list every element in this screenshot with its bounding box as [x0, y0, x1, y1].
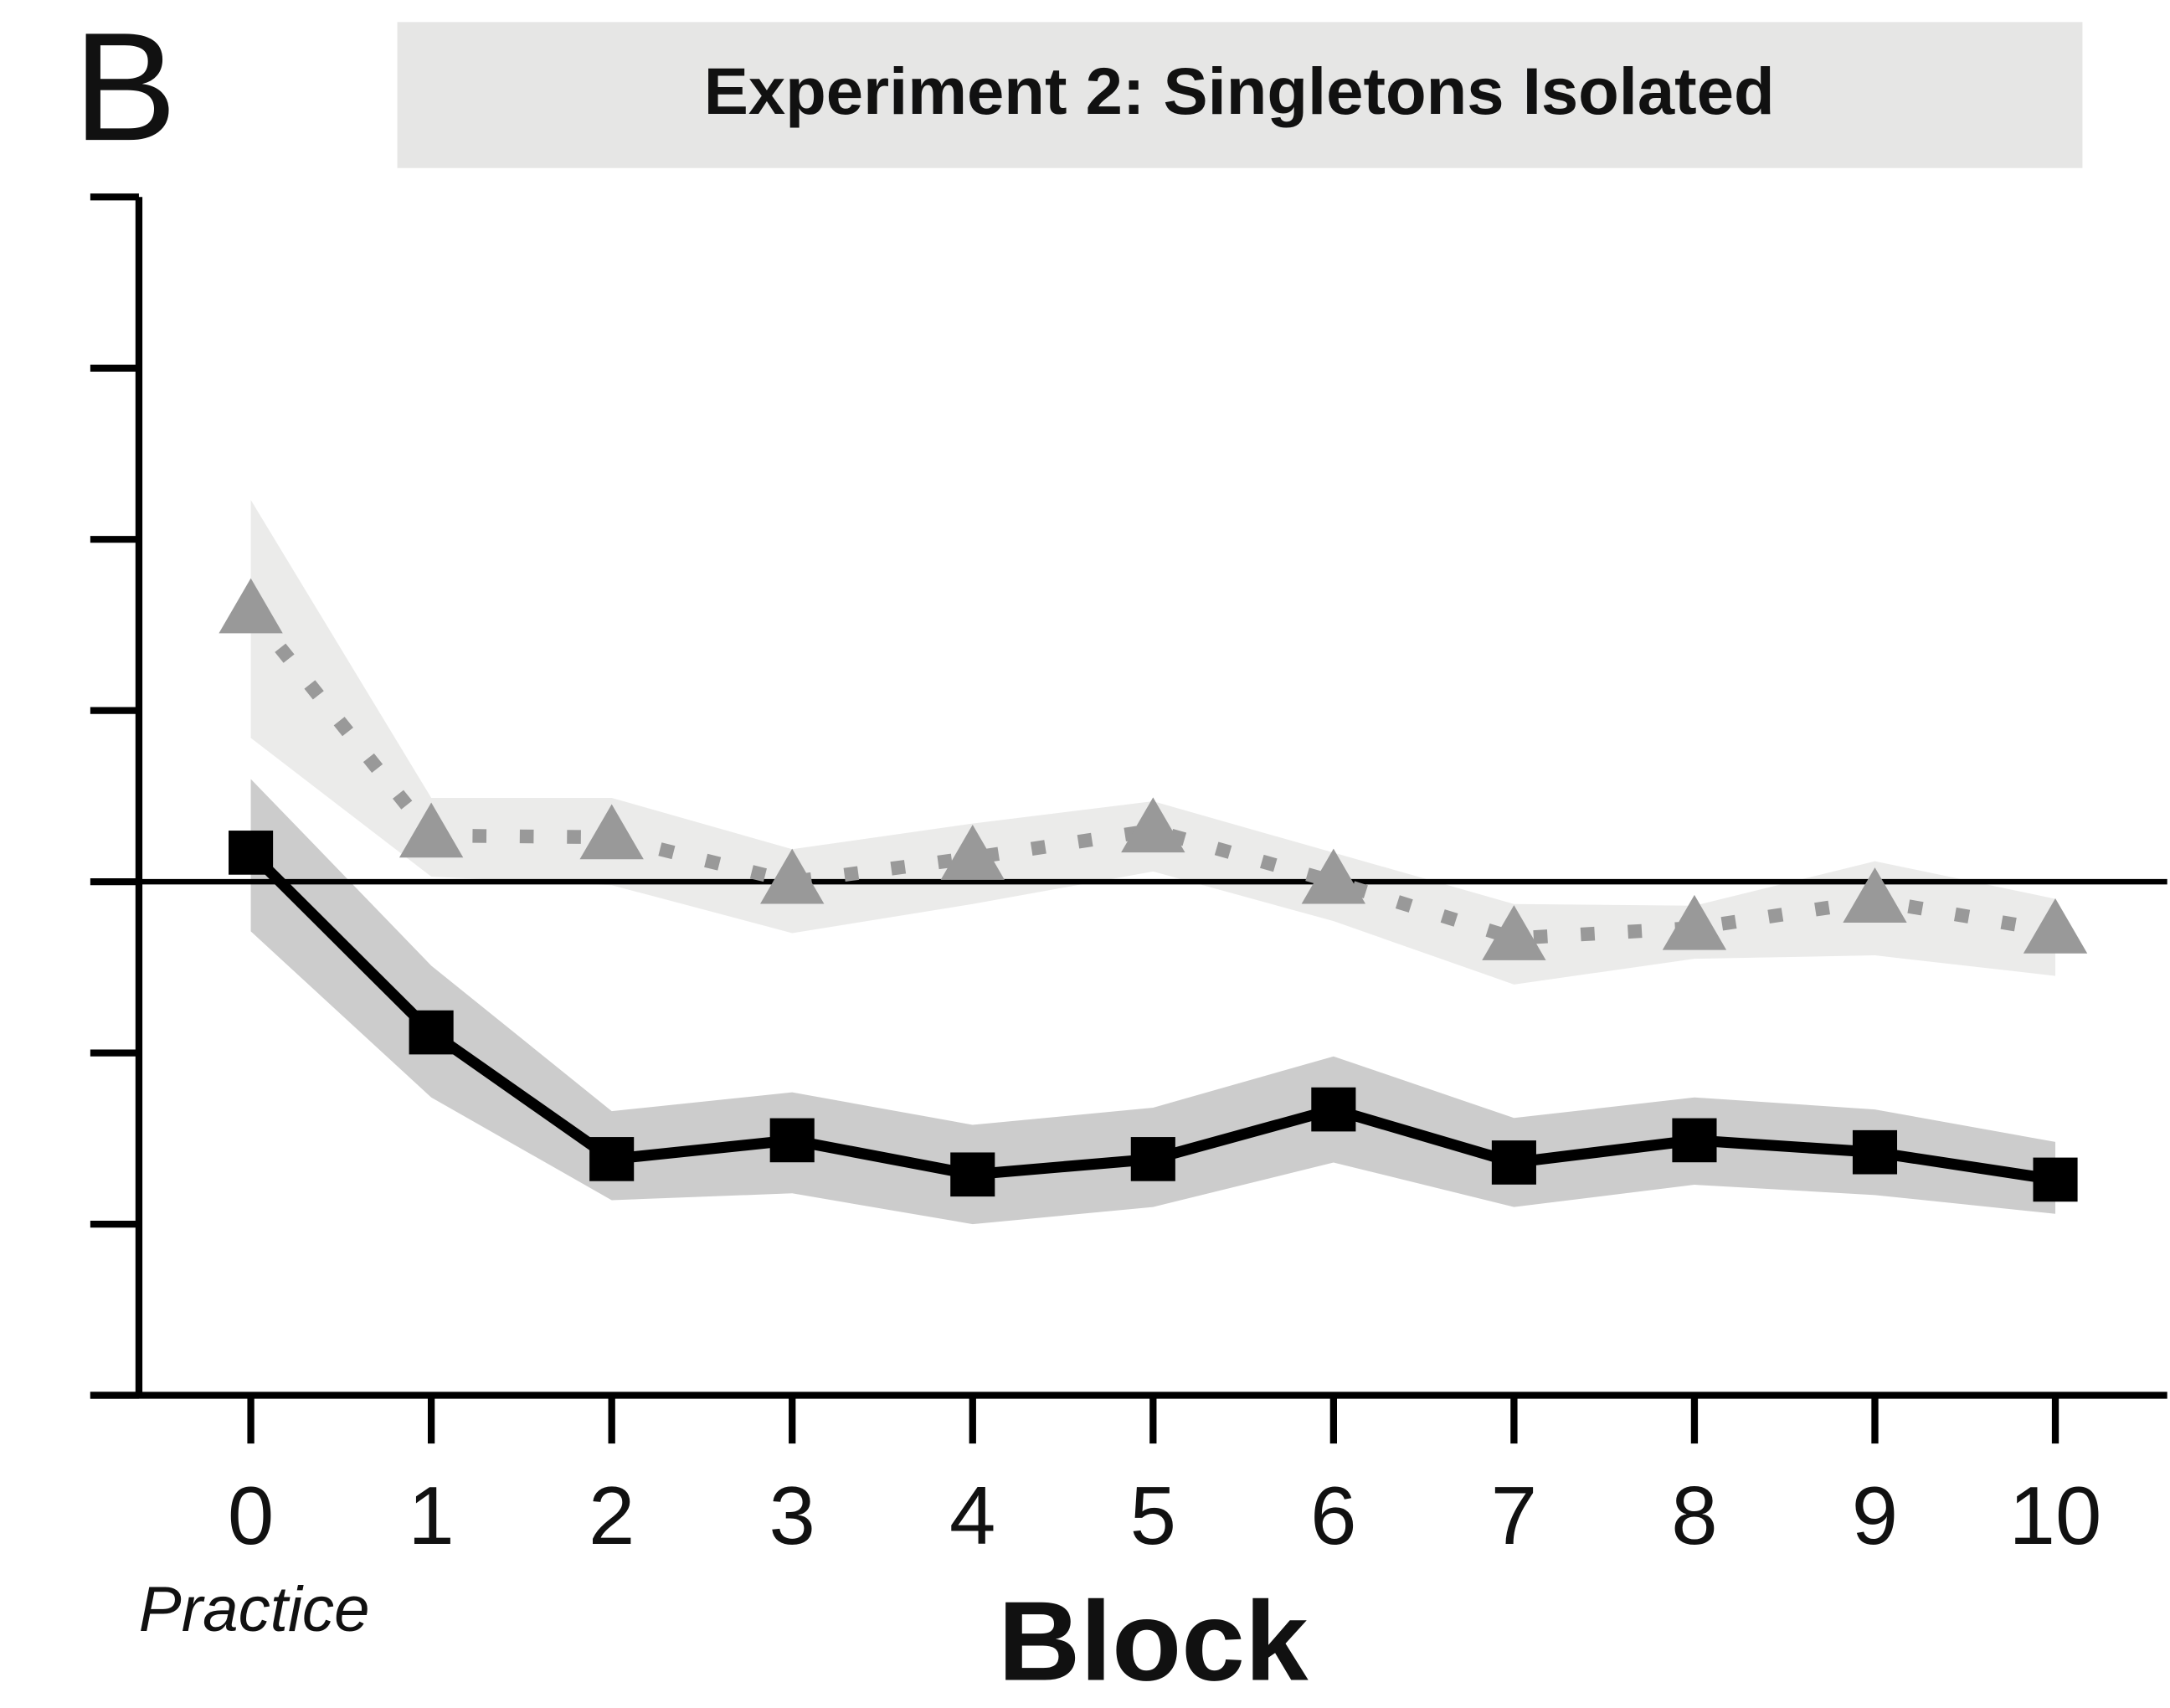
triangle-marker — [1121, 797, 1185, 853]
x-axis-label: Block — [998, 1577, 1309, 1704]
x-tick-label: 7 — [1491, 1469, 1537, 1562]
triangle-marker — [760, 848, 825, 904]
triangle-marker — [940, 825, 1005, 880]
annotation: Practice — [139, 1574, 370, 1645]
x-tick-label: 9 — [1852, 1469, 1898, 1562]
triangle-marker — [1482, 905, 1546, 960]
x-tick-label: 4 — [949, 1469, 995, 1562]
x-tick-label: 5 — [1130, 1469, 1176, 1562]
x-tick-label: 6 — [1310, 1469, 1356, 1562]
triangle-marker — [399, 802, 464, 858]
triangle-marker — [2023, 898, 2088, 954]
triangle-marker — [1301, 848, 1366, 904]
square-marker — [409, 1010, 454, 1055]
chart-title: Experiment 2: Singletons Isolated — [704, 54, 1775, 128]
square-marker — [229, 831, 274, 875]
x-tick-label: 10 — [2009, 1469, 2102, 1562]
triangle-marker — [1843, 867, 1907, 923]
square-marker — [1130, 1137, 1175, 1181]
square-marker — [1311, 1087, 1356, 1132]
title-box — [397, 22, 2083, 168]
square-marker — [1672, 1118, 1717, 1163]
x-tick-label: 0 — [228, 1469, 274, 1562]
triangle-marker — [1662, 894, 1727, 950]
square-marker — [769, 1118, 815, 1163]
x-tick-label: 8 — [1671, 1469, 1717, 1562]
square-marker — [950, 1152, 995, 1197]
square-marker — [589, 1137, 635, 1181]
square-marker — [1491, 1140, 1536, 1185]
x-tick-label: 3 — [769, 1469, 815, 1562]
square-marker — [2033, 1157, 2078, 1202]
triangle-marker — [579, 804, 644, 860]
triangle-marker — [219, 578, 283, 634]
panel-label: B — [73, 1, 177, 173]
confidence-band — [250, 500, 2056, 985]
confidence-band — [250, 779, 2056, 1225]
x-tick-label: 2 — [589, 1469, 635, 1562]
x-tick-label: 1 — [408, 1469, 454, 1562]
square-marker — [1852, 1129, 1898, 1175]
